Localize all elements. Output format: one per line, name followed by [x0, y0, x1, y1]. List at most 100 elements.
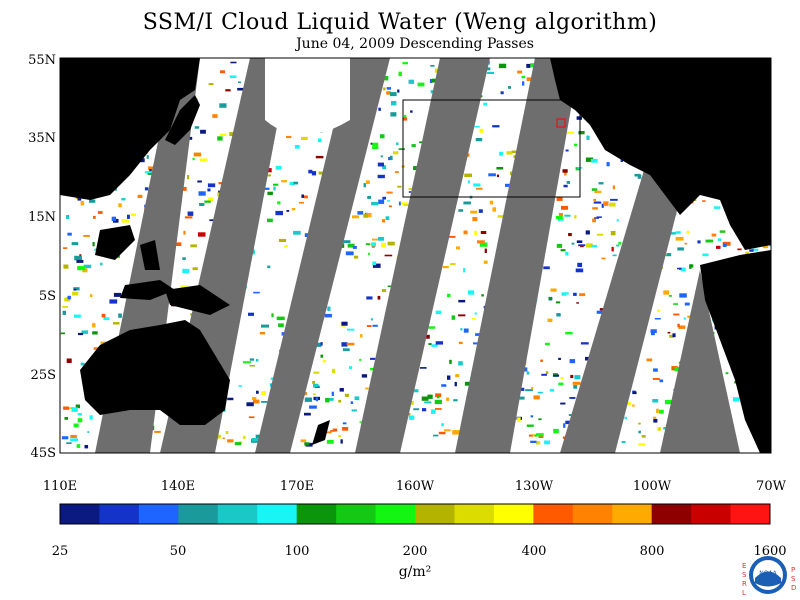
cloud-cell [689, 264, 694, 268]
cloud-cell [66, 442, 72, 444]
logo-letter: P [791, 566, 795, 574]
colorbar-swatch [691, 504, 732, 524]
cloud-cell [458, 209, 464, 212]
cloud-cell [200, 129, 206, 134]
colorbar-swatch [493, 504, 534, 524]
logo-letter: E [742, 562, 746, 570]
cloud-cell [705, 239, 713, 243]
cloud-cell [641, 435, 646, 438]
lat-label: 45S [31, 446, 56, 461]
cloud-cell [610, 198, 618, 201]
cloud-cell [127, 214, 130, 219]
cloud-cell [365, 180, 370, 184]
cloud-cell [249, 365, 255, 367]
cloud-cell [301, 194, 304, 198]
cloud-cell [505, 183, 511, 187]
cloud-cell [349, 366, 353, 369]
cloud-cell [697, 240, 701, 244]
cloud-cell [315, 155, 324, 159]
cloud-cell [419, 141, 424, 144]
cloud-cell [561, 292, 567, 296]
cloud-cell [463, 230, 468, 235]
cloud-cell [663, 290, 670, 295]
cloud-cell [653, 418, 658, 423]
cloud-cell [198, 232, 206, 237]
cloud-cell [549, 388, 555, 392]
cloud-cell [243, 361, 251, 364]
cloud-cell [92, 242, 95, 247]
cloud-cell [458, 341, 463, 345]
cloud-cell [371, 242, 376, 247]
swath-gap [355, 58, 490, 453]
cloud-cell [442, 266, 449, 269]
cloud-cell [487, 71, 495, 74]
swath-gap [660, 270, 740, 453]
cloud-cell [342, 348, 350, 352]
cloud-cell [383, 76, 389, 81]
cloud-cell [609, 202, 616, 207]
cloud-cell [83, 235, 90, 237]
cloud-cell [76, 444, 81, 448]
cloud-cell [398, 71, 402, 77]
cloud-cell [680, 267, 686, 272]
cloud-cell [74, 255, 82, 261]
cloud-cell [382, 165, 387, 170]
cloud-cell [408, 191, 412, 193]
cloud-cell [400, 202, 408, 205]
cloud-cell [320, 342, 323, 346]
cloud-cell [238, 385, 243, 387]
cloud-cell [361, 374, 368, 378]
cloud-cell [251, 438, 259, 442]
cloud-cell [381, 242, 386, 248]
cloud-cell [593, 198, 596, 201]
cloud-cell [338, 399, 342, 403]
cloud-cell [624, 416, 627, 420]
australia [80, 320, 230, 425]
cloud-cell [675, 231, 681, 234]
cloud-cell [301, 136, 308, 140]
cloud-cell [89, 199, 96, 203]
cloud-cell [372, 324, 378, 327]
cloud-cell [193, 152, 202, 157]
cloud-cell [716, 245, 721, 249]
cloud-cell [386, 191, 393, 194]
cloud-cell [118, 313, 122, 318]
cloud-cell [657, 427, 661, 431]
cloud-cell [717, 238, 722, 241]
cloud-cell [530, 440, 537, 443]
noaa-logo-text: NOAA [759, 570, 777, 577]
cloud-cell [204, 200, 211, 203]
cloud-cell [433, 434, 439, 437]
cloud-cell [325, 397, 330, 403]
lon-label: 160W [396, 479, 435, 494]
cloud-cell [365, 243, 371, 246]
cloud-cell [328, 398, 334, 401]
cloud-cell [340, 439, 343, 444]
cloud-cell [566, 181, 570, 184]
cloud-cell [593, 201, 602, 204]
cloud-cell [458, 361, 463, 366]
cloud-cell [719, 230, 726, 233]
cloud-cell [683, 317, 686, 320]
cloud-cell [478, 209, 483, 213]
cloud-cell [572, 381, 581, 385]
lon-label: 70W [756, 479, 787, 494]
cloud-cell [558, 357, 561, 360]
cloud-cell [571, 242, 575, 245]
cloud-cell [322, 359, 327, 363]
cloud-cell [266, 168, 272, 173]
cloud-cell [289, 181, 295, 186]
cloud-cell [547, 318, 553, 323]
cloud-cell [60, 332, 65, 335]
cloud-cell [473, 342, 481, 345]
cloud-cell [82, 268, 88, 273]
region-box [402, 99, 581, 198]
cloud-cell [458, 314, 466, 317]
cloud-cell [350, 401, 354, 404]
map-border [59, 57, 772, 454]
cloud-cell [77, 197, 82, 201]
cloud-cell [130, 213, 137, 217]
cloud-cell [517, 70, 523, 74]
cloud-cell [81, 330, 89, 334]
cloud-cell [299, 201, 305, 204]
